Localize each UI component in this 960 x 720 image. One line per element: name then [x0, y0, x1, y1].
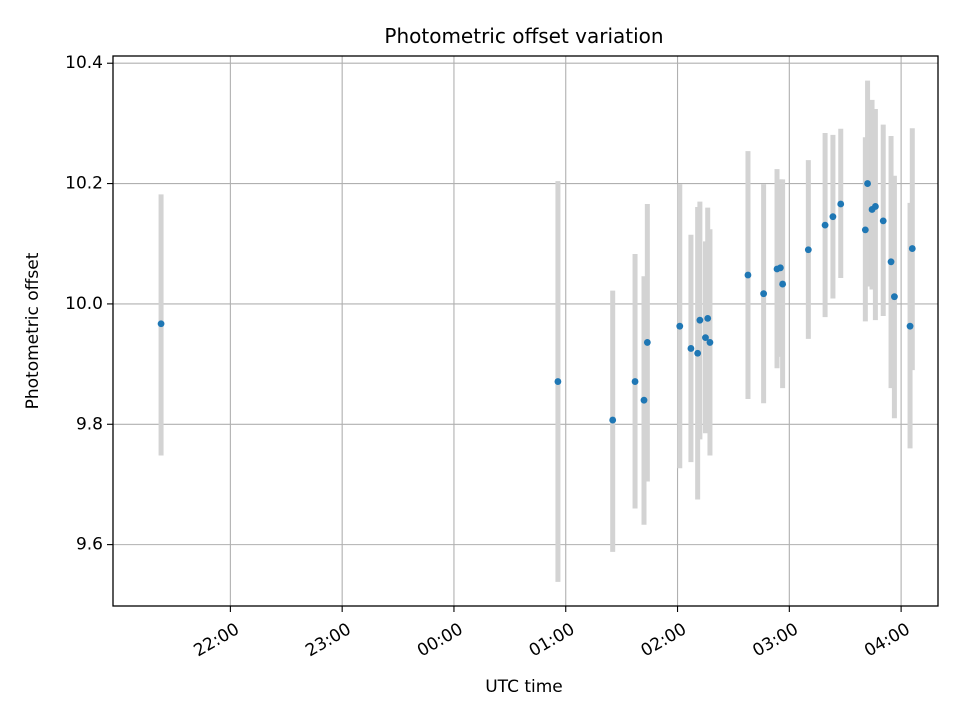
plot-frame: [112, 55, 939, 607]
data-point: [702, 334, 709, 342]
data-point: [829, 213, 837, 221]
data-point: [643, 339, 651, 346]
data-point: [676, 322, 684, 330]
data-point: [706, 339, 714, 346]
chart-title: Photometric offset variation: [384, 24, 663, 48]
y-tick-label: 10.0: [65, 294, 103, 314]
data-point: [631, 378, 639, 385]
data-point: [744, 271, 752, 279]
y-tick-label: 9.6: [76, 535, 103, 555]
data-point: [157, 320, 165, 328]
y-tick-label: 9.8: [76, 414, 103, 434]
y-tick-label: 10.4: [65, 53, 103, 73]
data-point: [864, 180, 871, 187]
data-point: [906, 322, 914, 330]
data-point: [821, 221, 829, 229]
tick-layer: 22:00 23:00 00:00 01:00 02:00 03:00 04:009.69.…: [65, 53, 913, 661]
data-point: [804, 246, 812, 254]
y-tick-label: 10.2: [65, 174, 103, 194]
data-point: [861, 226, 869, 234]
y-axis-label: Photometric offset: [23, 252, 43, 409]
data-point: [554, 378, 562, 385]
data-point: [760, 290, 768, 298]
data-point: [908, 245, 916, 252]
data-point: [871, 203, 879, 210]
data-point: [887, 258, 895, 266]
data-point: [776, 264, 784, 272]
data-point: [779, 280, 787, 288]
data-point: [696, 316, 704, 324]
data-point: [704, 314, 712, 322]
data-point: [891, 293, 898, 301]
data-point: [879, 217, 887, 225]
marker-layer: [157, 180, 916, 424]
data-point: [640, 396, 648, 404]
data-point: [694, 349, 702, 357]
data-point: [609, 416, 617, 424]
data-point: [687, 345, 695, 352]
x-axis-label: UTC time: [485, 677, 563, 697]
data-point: [837, 200, 845, 208]
